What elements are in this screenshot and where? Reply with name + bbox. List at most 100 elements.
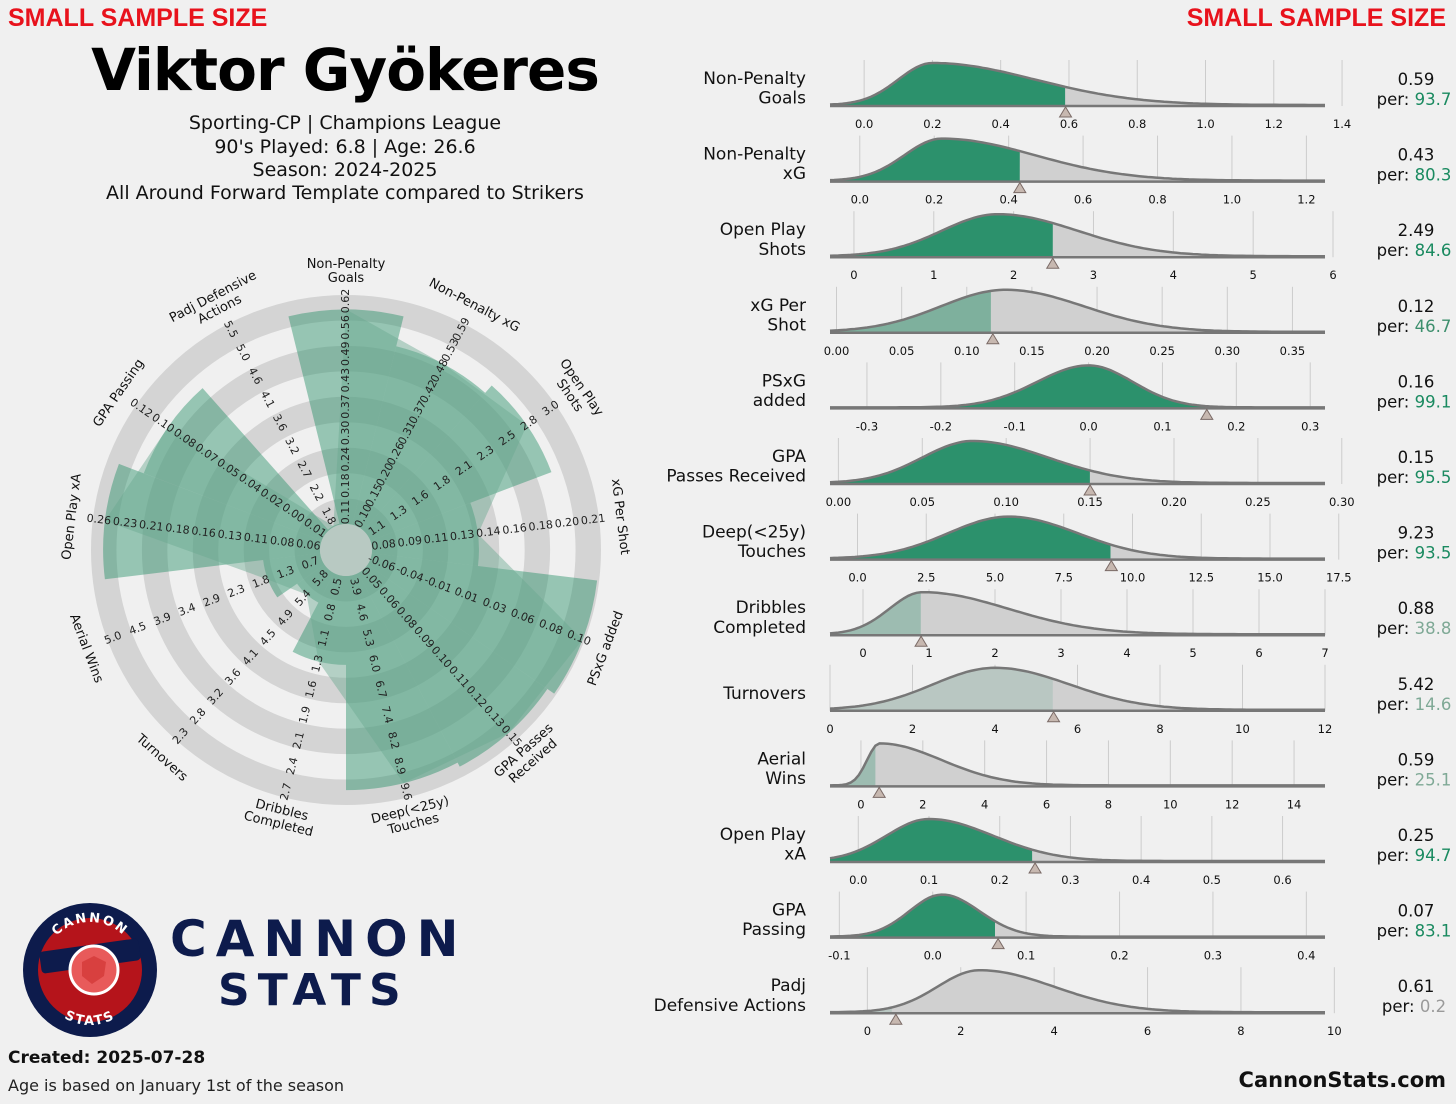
- density-tick-label: 12: [1318, 722, 1333, 736]
- density-tick-label: 1.2: [1297, 193, 1315, 207]
- density-row-label: Deep(<25y) Touches: [702, 523, 806, 563]
- radar-tick-label: 0.18: [528, 518, 554, 534]
- density-value: 0.12: [1398, 297, 1435, 316]
- radar-tick-label: 0.11: [423, 531, 449, 547]
- density-highlight: [830, 138, 1020, 182]
- density-highlight: [830, 819, 1033, 862]
- radar-tick-label: 5.0: [103, 629, 124, 647]
- density-tick-label: 6: [1043, 797, 1050, 811]
- radar-tick-label: 0.09: [397, 534, 423, 550]
- density-marker: [991, 937, 1005, 950]
- density-tick-label: 7.5: [1055, 571, 1073, 585]
- radar-tick-label: 2.3: [226, 582, 247, 600]
- radar-wedge: [263, 553, 325, 598]
- site-link[interactable]: CannonStats.com: [1238, 1068, 1446, 1092]
- radar-wedge: [363, 385, 552, 541]
- radar-tick-label: 0.8: [322, 602, 339, 622]
- density-area: [830, 970, 1325, 1014]
- density-tick-label: 0.15: [1077, 495, 1103, 509]
- density-marker: [888, 1013, 903, 1025]
- density-tick-label: 1.0: [1196, 117, 1214, 131]
- radar-tick-label: 0.13: [449, 527, 475, 543]
- radar-metric-label: Aerial Wins: [66, 612, 106, 685]
- density-highlight: [830, 290, 991, 333]
- density-tick-label: 0.2: [923, 117, 941, 131]
- density-tick-label: 4: [1050, 1024, 1057, 1038]
- radar-tick-label: 8.2: [385, 730, 402, 750]
- radar-tick-label: 0.49: [339, 342, 352, 367]
- density-highlight: [830, 441, 1090, 484]
- density-tick-label: 0.10: [954, 344, 980, 358]
- density-tick-label: 0.0: [851, 193, 869, 207]
- radar-tick-label: 0.43: [339, 368, 352, 393]
- radar-tick-label: 4.6: [353, 602, 370, 622]
- brand-line-1: CANNON: [170, 910, 468, 968]
- density-tick-label: 14: [1287, 797, 1302, 811]
- density-tick-label: 4: [991, 722, 998, 736]
- radar-tick-label: 0.20: [554, 515, 580, 531]
- radar-tick-label: 0.26: [86, 512, 112, 528]
- radar-center: [320, 524, 372, 576]
- density-row-label: Non-Penalty Goals: [703, 69, 806, 109]
- radar-tick-label: 2.1: [290, 730, 307, 750]
- radar-tick-label: 0.14: [475, 524, 501, 540]
- density-tick-label: -0.2: [930, 419, 952, 433]
- density-tick-label: 7: [1321, 646, 1328, 660]
- warning-left: SMALL SAMPLE SIZE: [8, 4, 268, 32]
- radar-tick-label: 2.9: [201, 591, 222, 609]
- radar-metric-label: Non-Penalty Goals: [307, 257, 386, 286]
- density-tick-label: 0.2: [1110, 949, 1128, 963]
- density-tick-label: 0.6: [1074, 193, 1092, 207]
- density-tick-label: 0.00: [826, 495, 852, 509]
- radar-metric-label: xG Per Shot: [608, 478, 632, 556]
- radar-tick-label: 0.37: [339, 394, 352, 419]
- density-value: 0.16: [1398, 372, 1435, 391]
- radar-tick-label: 1.3: [309, 654, 326, 674]
- radar-wedge: [288, 309, 404, 525]
- density-tick-label: 0.15: [1019, 344, 1045, 358]
- radar-wedge: [292, 573, 346, 665]
- logo-shield-icon: [82, 956, 106, 984]
- radar-ring: [91, 295, 601, 805]
- radar-tick-label: 0.23: [112, 515, 138, 531]
- density-tick-label: 1.2: [1265, 117, 1283, 131]
- density-row-label: Open Play Shots: [720, 220, 806, 260]
- density-value: 0.15: [1398, 448, 1435, 467]
- player-title: Viktor Gyökeres: [91, 36, 600, 104]
- density-tick-label: 0: [850, 268, 857, 282]
- density-highlight: [830, 516, 1111, 560]
- density-area: [830, 743, 1325, 787]
- density-marker: [1083, 484, 1097, 496]
- density-value: 2.49: [1398, 221, 1435, 240]
- density-percentile: per: 94.7: [1377, 846, 1452, 865]
- radar-tick-label: 3.9: [152, 610, 173, 628]
- radar-tick-label: 4.5: [127, 619, 148, 637]
- density-tick-label: -0.3: [856, 419, 878, 433]
- density-tick-label: 3: [1090, 268, 1097, 282]
- density-row-label: GPA Passing: [742, 901, 806, 941]
- radar-tick-label: 0.21: [580, 512, 606, 528]
- density-tick-label: 0.0: [849, 873, 867, 887]
- radar-tick-label: 9.6: [398, 782, 415, 802]
- radar-tick-label: 0.5: [328, 577, 345, 597]
- density-tick-label: 2: [919, 797, 926, 811]
- density-tick-label: 17.5: [1326, 571, 1352, 585]
- density-highlight: [830, 214, 1053, 258]
- radar-wedge: [352, 346, 486, 531]
- radar-tick-label: 1.8: [250, 573, 271, 591]
- density-row-label: Turnovers: [722, 684, 806, 704]
- density-area: [830, 289, 1325, 333]
- radar-wedge: [370, 502, 479, 567]
- density-percentile: per: 25.1: [1377, 770, 1452, 789]
- density-tick-label: 0.5: [1203, 873, 1221, 887]
- density-tick-label: 0.4: [992, 117, 1010, 131]
- density-value: 5.42: [1398, 675, 1435, 694]
- density-tick-label: 0.3: [1061, 873, 1079, 887]
- density-tick-label: 8: [1105, 797, 1112, 811]
- density-tick-label: 0.25: [1245, 495, 1271, 509]
- density-tick-label: 0.4: [1297, 949, 1315, 963]
- density-tick-label: 0.25: [1149, 344, 1175, 358]
- subtitle-played: 90's Played: 6.8 | Age: 26.6: [214, 136, 476, 158]
- radar-ring: [141, 345, 551, 755]
- density-value: 0.59: [1398, 70, 1435, 89]
